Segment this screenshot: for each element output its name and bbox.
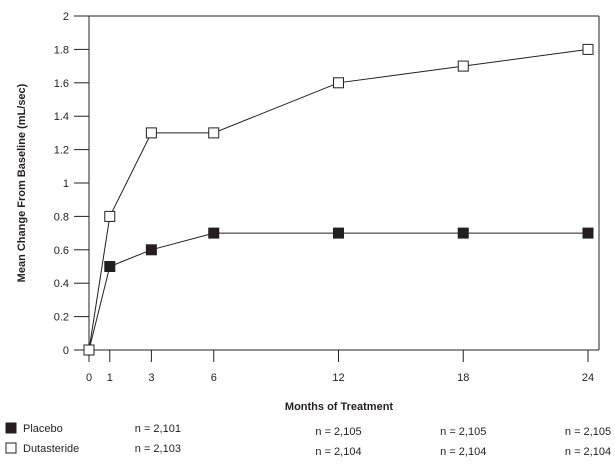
series-line-placebo: [88, 232, 588, 351]
x-tick-label: 12: [332, 372, 344, 384]
data-point-placebo: [104, 261, 116, 272]
n-count: n = 2,104: [315, 446, 361, 458]
data-point-dutasteride: [582, 43, 594, 55]
y-tick-label: 1.2: [54, 145, 69, 157]
y-tick-label: 0.4: [54, 278, 69, 290]
n-count: n = 2,104: [565, 446, 611, 458]
x-tick-label: 0: [86, 372, 92, 384]
data-point-placebo: [208, 227, 220, 239]
n-count: n = 2,101: [135, 423, 181, 435]
y-tick-label: 1: [63, 178, 69, 190]
y-tick-label: 0.2: [54, 312, 69, 324]
data-point-dutasteride: [83, 344, 95, 356]
y-tick-label: 0.6: [54, 245, 69, 257]
n-count: n = 2,105: [440, 426, 486, 438]
y-tick-label: 2: [63, 11, 69, 23]
data-point-placebo: [333, 227, 344, 239]
series-line-dutasteride: [88, 48, 589, 351]
n-count: n = 2,103: [135, 443, 181, 455]
data-point-placebo: [582, 227, 594, 239]
data-point-dutasteride: [333, 77, 344, 89]
data-point-dutasteride: [104, 210, 116, 222]
data-point-dutasteride: [208, 127, 220, 139]
data-point-dutasteride: [457, 60, 469, 72]
x-tick-label: 1: [107, 372, 113, 384]
y-tick-label: 0.8: [54, 211, 69, 223]
y-tick-label: 1.6: [54, 78, 69, 90]
n-count: n = 2,104: [440, 446, 486, 458]
y-tick-label: 1.8: [54, 44, 69, 56]
x-tick-label: 24: [582, 372, 594, 384]
legend-label: Placebo: [23, 423, 63, 435]
n-count: n = 2,105: [565, 426, 611, 438]
legend-marker-placebo: [5, 422, 17, 434]
data-point-dutasteride: [145, 127, 157, 139]
legend-label: Dutasteride: [23, 443, 79, 455]
y-axis-label: Mean Change From Baseline (mL/sec): [16, 83, 28, 282]
legend-marker-dutasteride: [5, 442, 17, 454]
y-tick-label: 1.4: [54, 111, 69, 123]
data-point-placebo: [145, 244, 157, 256]
x-axis-label: Months of Treatment: [285, 401, 394, 413]
x-tick-label: 6: [211, 372, 217, 384]
y-tick-label: 0: [63, 345, 69, 357]
x-tick-label: 18: [457, 372, 469, 384]
n-count: n = 2,105: [315, 426, 361, 438]
data-point-placebo: [457, 227, 469, 239]
x-tick-label: 3: [148, 372, 154, 384]
